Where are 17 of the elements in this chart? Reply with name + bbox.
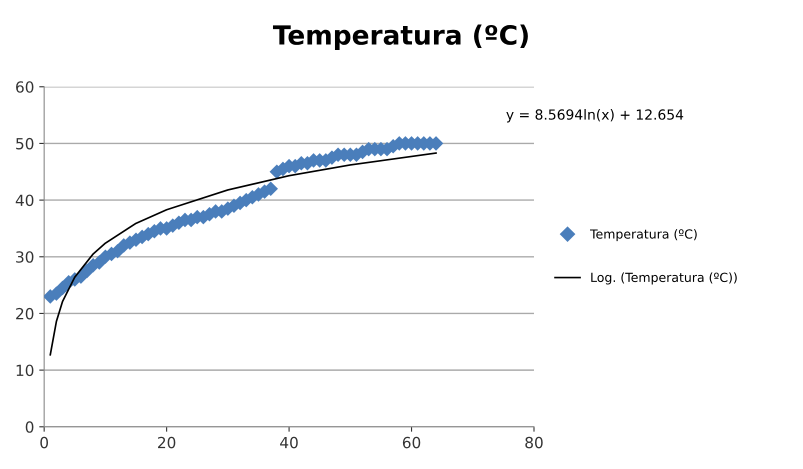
x-tick-label: 60	[402, 436, 420, 448]
x-tick-label: 20	[158, 436, 176, 448]
line-series	[49, 152, 437, 356]
y-tick-label: 30	[16, 251, 34, 263]
y-tick-label: 0	[26, 421, 34, 433]
chart-title: Temperatura (ºC)	[272, 24, 528, 50]
y-tick-label: 50	[16, 138, 34, 150]
x-tick-label: 80	[525, 436, 543, 448]
annotation: y = 8.5694ln(x) + 12.654	[506, 109, 684, 122]
x-tick-label: 40	[280, 436, 298, 448]
legend-label: Log. (Temperatura (ºC))	[591, 272, 737, 284]
y-tick-label: 60	[16, 81, 34, 93]
y-tick-label: 40	[16, 194, 34, 206]
y-tick-label: 20	[16, 308, 34, 320]
y-tick-label: 10	[16, 364, 34, 376]
legend-label: Temperatura (ºC)	[590, 229, 697, 242]
x-tick-label: 0	[40, 436, 48, 448]
